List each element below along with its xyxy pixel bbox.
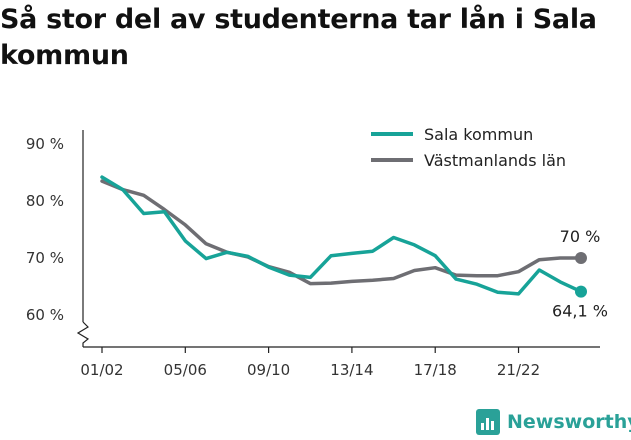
chart-series [100,175,587,298]
brand-name: Newsworthy [507,411,631,433]
bar-chart-icon [476,409,500,435]
series-end-label: 70 % [560,227,601,246]
x-tick-label: 01/02 [80,361,123,379]
newsworthy-logo: Newsworthy [476,404,631,440]
chart-legend: Sala kommun Västmanlands län [371,125,566,170]
x-tick-label: 17/18 [414,361,457,379]
end-labels: 70 % 64,1 % [552,227,608,321]
y-tick-label: 60 % [26,306,64,324]
legend-label: Sala kommun [424,125,533,144]
y-tick-label: 80 % [26,192,64,210]
x-tick-label: 05/06 [164,361,207,379]
axis-break-icon [76,321,90,347]
series-line-1 [100,179,583,286]
x-tick-label: 09/10 [247,361,290,379]
chart-axes: 90 % 80 % 70 % 60 % 01/02 05/06 09/10 13/14 17/1… [26,130,600,379]
series-end-point-1 [575,252,587,264]
series-end-label: 64,1 % [552,302,608,321]
x-tick-label: 21/22 [497,361,540,379]
x-tick-label: 13/14 [330,361,373,379]
y-tick-label: 70 % [26,249,64,267]
legend-label: Västmanlands län [424,151,566,170]
series-end-point-0 [575,285,587,298]
chart-title: Så stor del av studenterna tar lån i Sal… [0,4,597,71]
y-tick-label: 90 % [26,135,64,153]
series-line-0 [100,175,583,296]
